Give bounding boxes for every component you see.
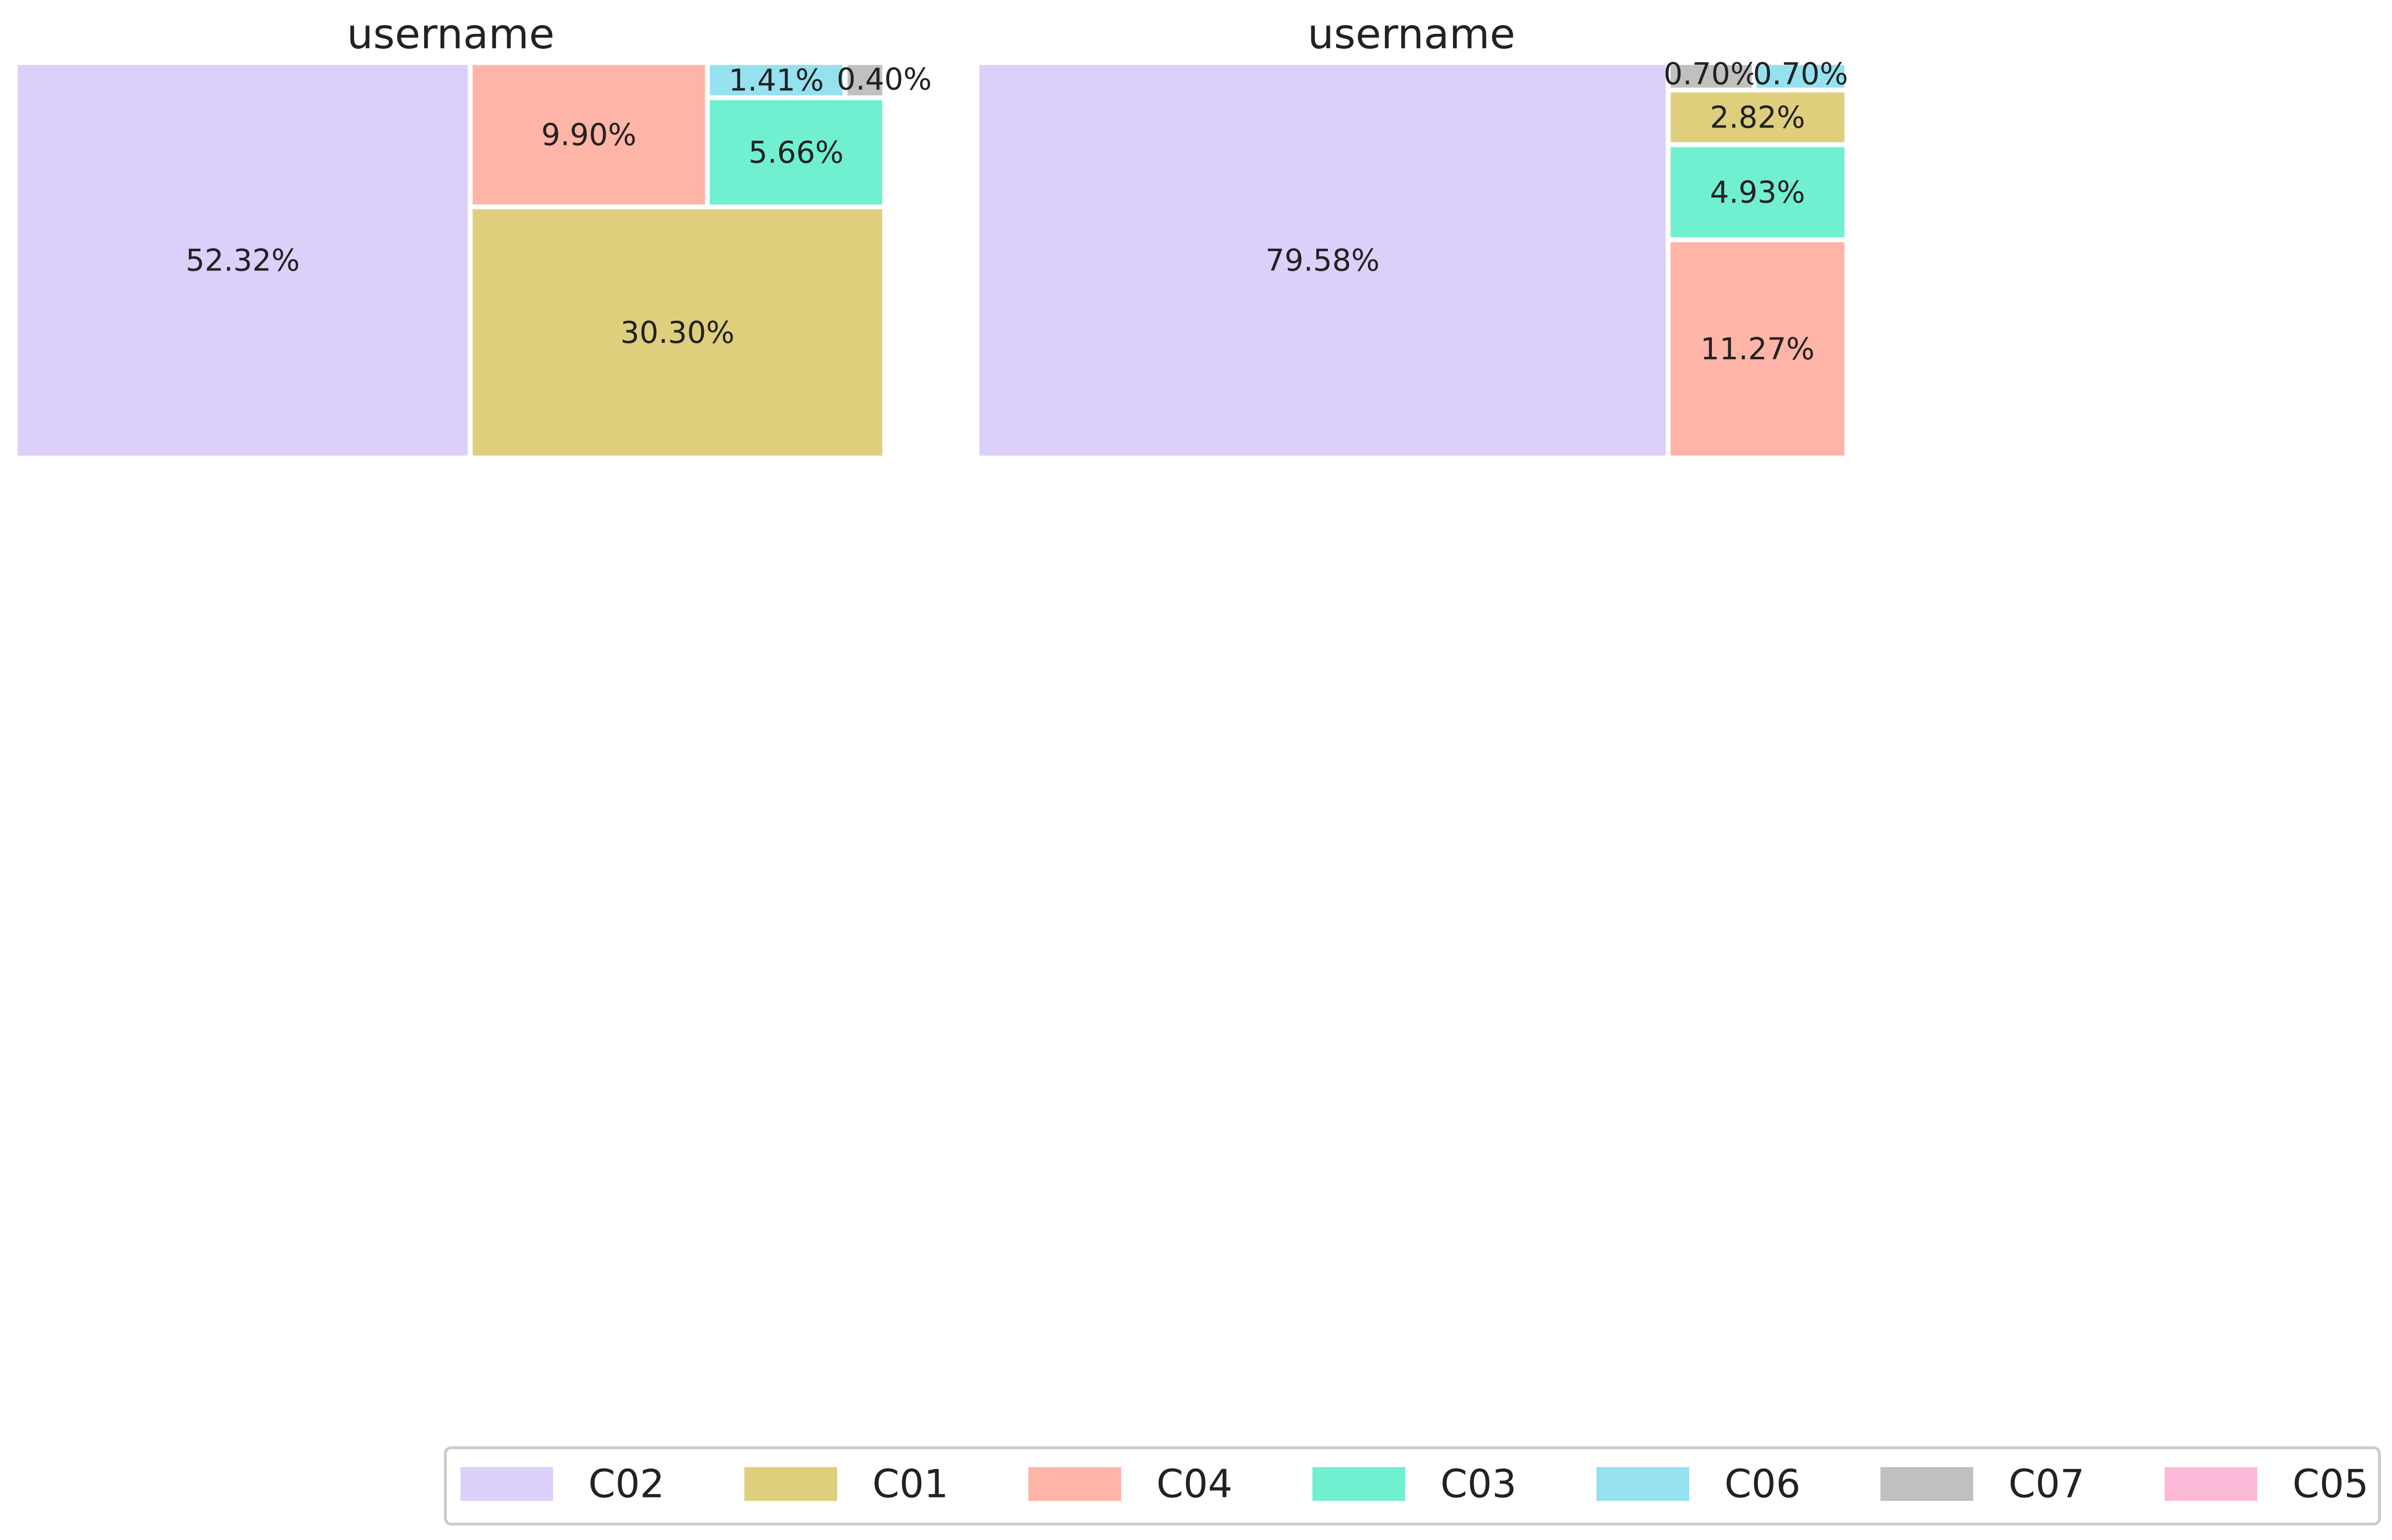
legend-swatch-c04 <box>1028 1467 1121 1501</box>
treemap-cell-c06 <box>1753 61 1848 91</box>
chart-title: username <box>347 10 555 58</box>
legend-swatch-c07 <box>1880 1467 1973 1501</box>
treemap-cell-c02 <box>14 61 471 459</box>
treemap-cell-c07 <box>844 61 886 99</box>
legend-label: C02 <box>588 1462 665 1507</box>
treemap-cell-c04 <box>1667 239 1848 459</box>
legend-label: C06 <box>1724 1462 1801 1507</box>
cell-label: 4.93% <box>1710 175 1805 210</box>
cell-label: 0.70% <box>1753 57 1848 92</box>
legend-label: C03 <box>1440 1462 1517 1507</box>
cell-label: 0.40% <box>837 62 932 97</box>
treemap-cell-c03 <box>1667 143 1848 241</box>
cell-label: 52.32% <box>185 243 299 278</box>
cell-label: 2.82% <box>1710 100 1805 135</box>
legend-swatch-c01 <box>744 1467 837 1501</box>
cell-label: 0.70% <box>1664 57 1759 92</box>
chart-title: username <box>1308 10 1515 58</box>
legend-label: C04 <box>1156 1462 1233 1507</box>
legend-label: C01 <box>872 1462 949 1507</box>
cell-label: 79.58% <box>1266 243 1380 278</box>
treemap-cell-c01 <box>469 206 886 459</box>
legend-swatch-c06 <box>1596 1467 1689 1501</box>
legend: C02 C01 C04 C03 C06 C07 C05 <box>444 1446 2381 1526</box>
treemap-cell-c03 <box>706 97 886 208</box>
treemap-cell-c06 <box>706 61 846 99</box>
legend-frame <box>444 1446 2381 1526</box>
legend-label: C05 <box>2292 1462 2369 1507</box>
legend-swatch-c02 <box>460 1467 553 1501</box>
legend-swatch-c05 <box>2164 1467 2257 1501</box>
legend-label: C07 <box>2008 1462 2085 1507</box>
cell-label: 9.90% <box>541 117 637 153</box>
treemap-cell-c02 <box>976 61 1669 459</box>
cell-label: 5.66% <box>749 135 844 170</box>
cell-label: 11.27% <box>1700 331 1814 367</box>
cell-label: 30.30% <box>620 315 734 350</box>
treemap-cell-c01 <box>1667 89 1848 146</box>
treemap-panel-left: username 52.32% 30.30% 9.90% 5.66% 1.41% 0.40… <box>14 10 932 459</box>
cell-label: 1.41% <box>729 63 824 98</box>
treemap-panel-right: username 79.58% 11.27% 4.93% 2.82% 0.70%0.70… <box>976 10 1848 459</box>
treemap-cell-c04 <box>469 61 709 208</box>
legend-swatch-c03 <box>1312 1467 1405 1501</box>
